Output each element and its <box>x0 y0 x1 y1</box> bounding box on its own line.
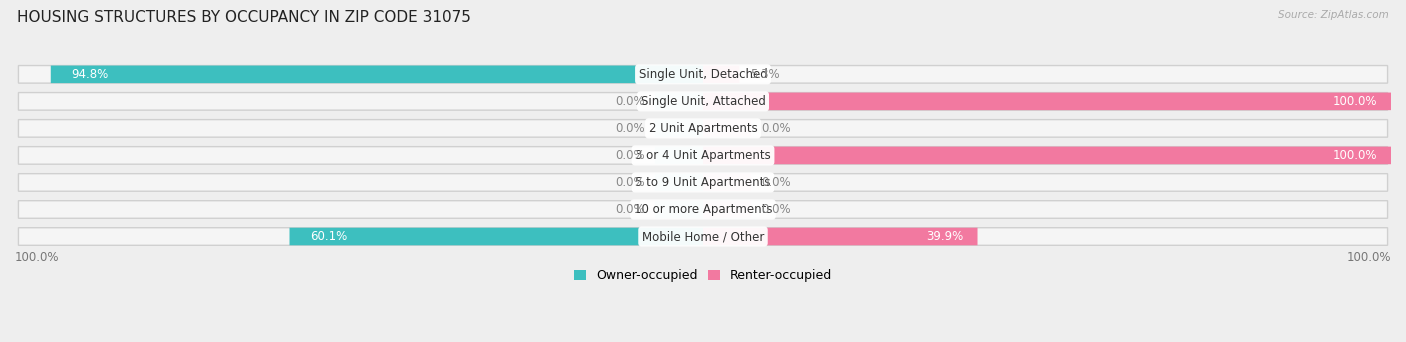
FancyBboxPatch shape <box>655 120 703 137</box>
Text: 0.0%: 0.0% <box>614 122 644 135</box>
FancyBboxPatch shape <box>703 66 740 83</box>
FancyBboxPatch shape <box>655 93 703 110</box>
Text: 3 or 4 Unit Apartments: 3 or 4 Unit Apartments <box>636 149 770 162</box>
Text: 5 to 9 Unit Apartments: 5 to 9 Unit Apartments <box>636 176 770 189</box>
Text: Single Unit, Attached: Single Unit, Attached <box>641 95 765 108</box>
FancyBboxPatch shape <box>703 147 1391 164</box>
Text: 2 Unit Apartments: 2 Unit Apartments <box>648 122 758 135</box>
Text: 0.0%: 0.0% <box>614 149 644 162</box>
FancyBboxPatch shape <box>655 174 703 191</box>
Text: 10 or more Apartments: 10 or more Apartments <box>634 203 772 216</box>
FancyBboxPatch shape <box>18 120 1388 137</box>
FancyBboxPatch shape <box>703 93 1391 110</box>
Text: Source: ZipAtlas.com: Source: ZipAtlas.com <box>1278 10 1389 20</box>
Text: 100.0%: 100.0% <box>1347 251 1391 264</box>
FancyBboxPatch shape <box>18 174 1388 191</box>
Text: 0.0%: 0.0% <box>762 122 792 135</box>
FancyBboxPatch shape <box>655 147 703 164</box>
FancyBboxPatch shape <box>290 228 703 245</box>
FancyBboxPatch shape <box>18 201 1388 218</box>
FancyBboxPatch shape <box>18 228 1388 245</box>
Text: 0.0%: 0.0% <box>762 176 792 189</box>
Text: 94.8%: 94.8% <box>72 68 108 81</box>
FancyBboxPatch shape <box>18 93 1388 110</box>
Text: 100.0%: 100.0% <box>1333 149 1378 162</box>
Text: 0.0%: 0.0% <box>762 203 792 216</box>
FancyBboxPatch shape <box>703 120 751 137</box>
Text: 39.9%: 39.9% <box>927 230 963 243</box>
Text: HOUSING STRUCTURES BY OCCUPANCY IN ZIP CODE 31075: HOUSING STRUCTURES BY OCCUPANCY IN ZIP C… <box>17 10 471 25</box>
FancyBboxPatch shape <box>703 201 751 218</box>
Text: Single Unit, Detached: Single Unit, Detached <box>638 68 768 81</box>
FancyBboxPatch shape <box>18 147 1388 164</box>
FancyBboxPatch shape <box>703 174 751 191</box>
Text: Mobile Home / Other: Mobile Home / Other <box>641 230 765 243</box>
Text: 100.0%: 100.0% <box>15 251 59 264</box>
FancyBboxPatch shape <box>51 66 703 83</box>
Text: 0.0%: 0.0% <box>614 176 644 189</box>
Text: 60.1%: 60.1% <box>311 230 347 243</box>
FancyBboxPatch shape <box>655 201 703 218</box>
FancyBboxPatch shape <box>703 228 977 245</box>
Text: 100.0%: 100.0% <box>1333 95 1378 108</box>
Legend: Owner-occupied, Renter-occupied: Owner-occupied, Renter-occupied <box>568 264 838 287</box>
Text: 0.0%: 0.0% <box>614 203 644 216</box>
FancyBboxPatch shape <box>18 66 1388 83</box>
Text: 0.0%: 0.0% <box>614 95 644 108</box>
Text: 5.3%: 5.3% <box>749 68 779 81</box>
